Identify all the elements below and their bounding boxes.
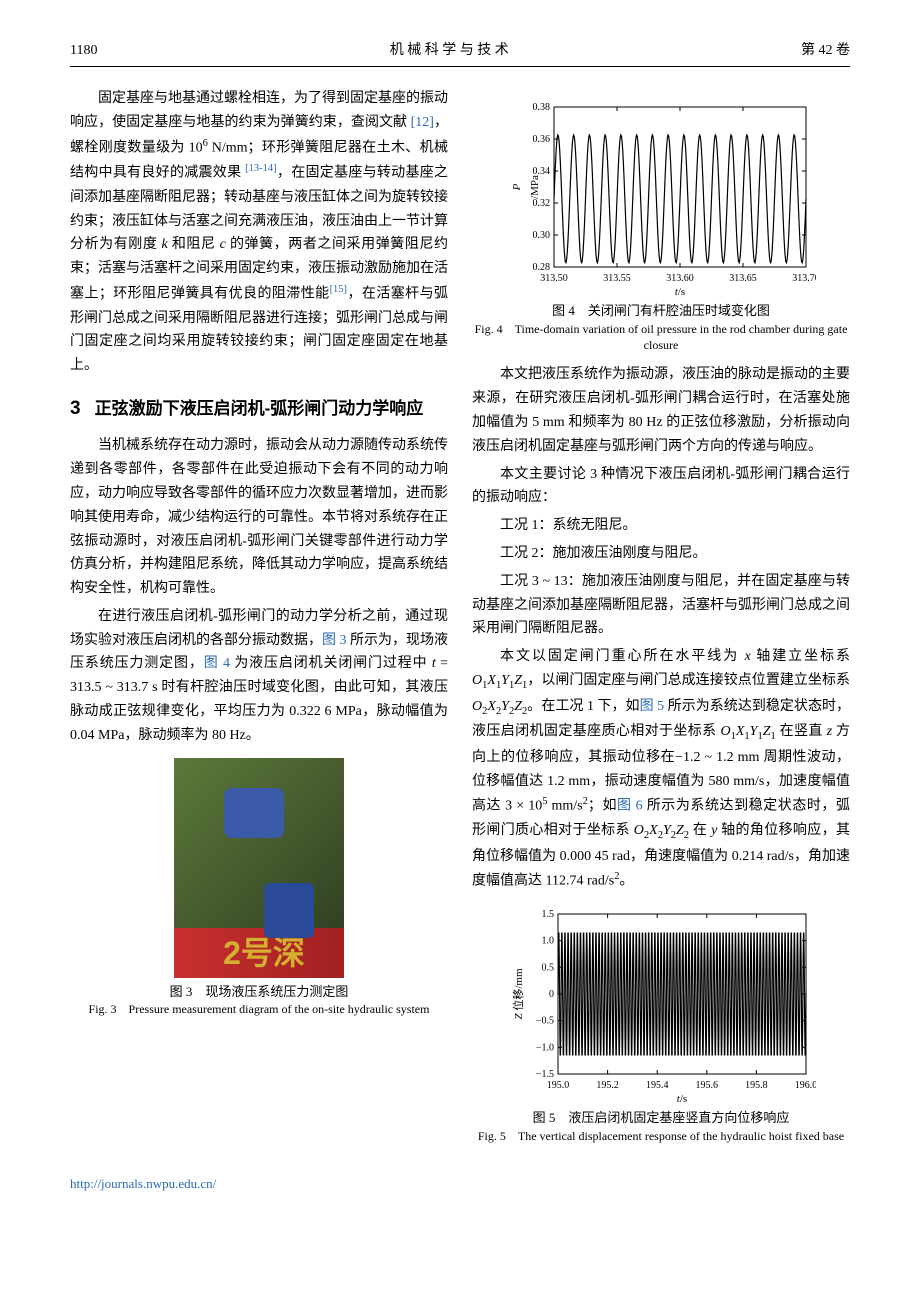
svg-text:0.28: 0.28 [533,262,551,273]
svg-text:t/s: t/s [677,1093,687,1104]
journal-title: 机 械 科 学 与 技 术 [390,40,509,62]
svg-text:195.6: 195.6 [696,1080,719,1091]
figure-3: 2号深 图 3 现场液压系统压力测定图 Fig. 3 Pressure meas… [70,758,448,1018]
fig5-caption-cn: 图 5 液压启闭机固定基座竖直方向位移响应 [472,1108,850,1129]
svg-text:195.0: 195.0 [547,1080,570,1091]
svg-text:0.30: 0.30 [533,230,551,241]
section-3-title: 3正弦激励下液压启闭机-弧形闸门动力学响应 [70,394,448,424]
ref-13-14[interactable]: [13-14] [245,163,277,174]
svg-text:t/s: t/s [675,286,685,297]
svg-text:1.0: 1.0 [542,935,555,946]
footer-url[interactable]: http://journals.nwpu.edu.cn/ [70,1174,850,1195]
fig3-caption-en: Fig. 3 Pressure measurement diagram of t… [70,1002,448,1018]
figure-4: 0.280.300.320.340.360.38313.50313.55313.… [472,97,850,353]
svg-text:313.50: 313.50 [540,273,568,284]
fig4-ref[interactable]: 图 4 [204,656,230,671]
case-2: 工况 2：施加液压油刚度与阻尼。 [472,542,850,566]
figure-5-chart: −1.5 −1.0 −0.5 0 0.5 1.0 1.5 195.0 195.2 195.4 195… [506,904,816,1104]
svg-text:196.0: 196.0 [795,1080,816,1091]
svg-text:313.65: 313.65 [729,273,757,284]
svg-text:−1.0: −1.0 [536,1042,554,1053]
svg-text:0.5: 0.5 [542,962,555,973]
svg-text:1.5: 1.5 [542,909,555,920]
ref-12[interactable]: [12] [411,115,434,130]
svg-text:P: P [511,184,523,192]
para-3: 在进行液压启闭机-弧形闸门的动力学分析之前，通过现场实验对液压启闭机的各部分振动… [70,605,448,748]
svg-text:195.2: 195.2 [596,1080,619,1091]
r-para-1: 本文把液压系统作为振动源，液压油的脉动是振动的主要来源，在研究液压启闭机-弧形闸… [472,363,850,458]
page-header: 1180 机 械 科 学 与 技 术 第 42 卷 [70,40,850,67]
page-number: 1180 [70,40,97,62]
fig5-caption-en: Fig. 5 The vertical displacement respons… [472,1129,850,1145]
main-content: 固定基座与地基通过螺栓相连，为了得到固定基座的振动响应，使固定基座与地基的约束为… [70,87,850,1154]
left-column: 固定基座与地基通过螺栓相连，为了得到固定基座的振动响应，使固定基座与地基的约束为… [70,87,448,1154]
figure-3-photo: 2号深 [174,758,344,978]
para-2: 当机械系统存在动力源时，振动会从动力源随传动系统传递到各零部件，各零部件在此受迫… [70,434,448,601]
svg-text:313.55: 313.55 [603,273,631,284]
para-1: 固定基座与地基通过螺栓相连，为了得到固定基座的振动响应，使固定基座与地基的约束为… [70,87,448,378]
svg-text:−0.5: −0.5 [536,1015,554,1026]
figure-4-chart: 0.280.300.320.340.360.38313.50313.55313.… [506,97,816,297]
case-1: 工况 1：系统无阻尼。 [472,514,850,538]
fig3-ref[interactable]: 图 3 [322,633,347,648]
fig6-ref[interactable]: 图 6 [617,799,643,814]
ref-15[interactable]: [15] [330,284,348,295]
svg-text:0.38: 0.38 [533,102,551,113]
svg-text:0: 0 [549,989,554,1000]
svg-text:195.4: 195.4 [646,1080,669,1091]
svg-text:/MPa: /MPa [529,175,541,199]
volume: 第 42 卷 [801,40,850,62]
fig4-caption-en: Fig. 4 Time-domain variation of oil pres… [472,322,850,353]
fig3-caption-cn: 图 3 现场液压系统压力测定图 [70,982,448,1003]
r-para-3: 本文以固定闸门重心所在水平线为 x 轴建立坐标系 O1X1Y1Z1，以闸门固定座… [472,645,850,894]
svg-text:Z 位移/mm: Z 位移/mm [511,968,525,1019]
case-3: 工况 3 ~ 13：施加液压油刚度与阻尼，并在固定基座与转动基座之间添加基座隔断… [472,570,850,641]
right-column: 0.280.300.320.340.360.38313.50313.55313.… [472,87,850,1154]
figure-5: −1.5 −1.0 −0.5 0 0.5 1.0 1.5 195.0 195.2 195.4 195… [472,904,850,1144]
svg-text:313.60: 313.60 [666,273,694,284]
svg-text:195.8: 195.8 [745,1080,768,1091]
fig5-ref[interactable]: 图 5 [640,699,665,714]
r-para-2: 本文主要讨论 3 种情况下液压启闭机-弧形闸门耦合运行的振动响应： [472,463,850,511]
svg-text:0.36: 0.36 [533,134,551,145]
fig4-caption-cn: 图 4 关闭闸门有杆腔油压时域变化图 [472,301,850,322]
svg-text:313.70: 313.70 [792,273,816,284]
svg-text:−1.5: −1.5 [536,1069,554,1080]
